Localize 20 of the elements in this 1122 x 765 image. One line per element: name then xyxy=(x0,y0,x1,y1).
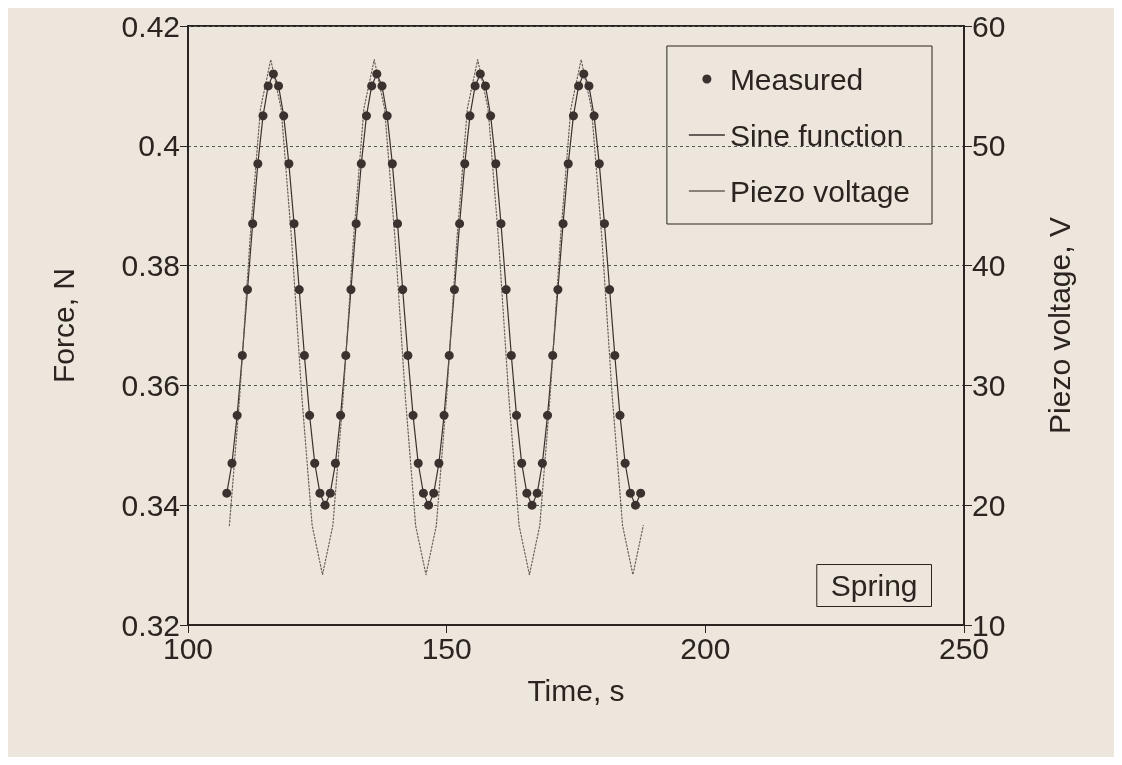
y2-tick-label: 60 xyxy=(972,9,1006,43)
x-axis-title: Time, s xyxy=(527,673,625,707)
y2-tick-label: 20 xyxy=(972,488,1006,522)
y-tick-label: 0.42 xyxy=(121,9,180,43)
y-tick-label: 0.4 xyxy=(138,129,180,163)
y2-tick-label: 30 xyxy=(972,368,1006,402)
y2-tick-label: 40 xyxy=(972,249,1006,283)
y-axis-title: Force, N xyxy=(46,267,80,384)
y2-tick-label: 50 xyxy=(972,129,1006,163)
annotation: Spring xyxy=(830,569,918,602)
legend-label: Piezo voltage xyxy=(729,174,911,208)
y-tick-label: 0.38 xyxy=(121,249,180,283)
y2-axis-title: Piezo voltage, V xyxy=(1042,217,1076,434)
x-tick-label: 200 xyxy=(680,631,731,665)
x-tick-label: 150 xyxy=(421,631,472,665)
line-series xyxy=(228,58,644,576)
y-tick-label: 0.36 xyxy=(121,368,180,402)
y-tick-label: 0.34 xyxy=(121,488,180,522)
legend-label: Measured xyxy=(729,62,864,96)
legend-label: Sine function xyxy=(729,118,904,152)
